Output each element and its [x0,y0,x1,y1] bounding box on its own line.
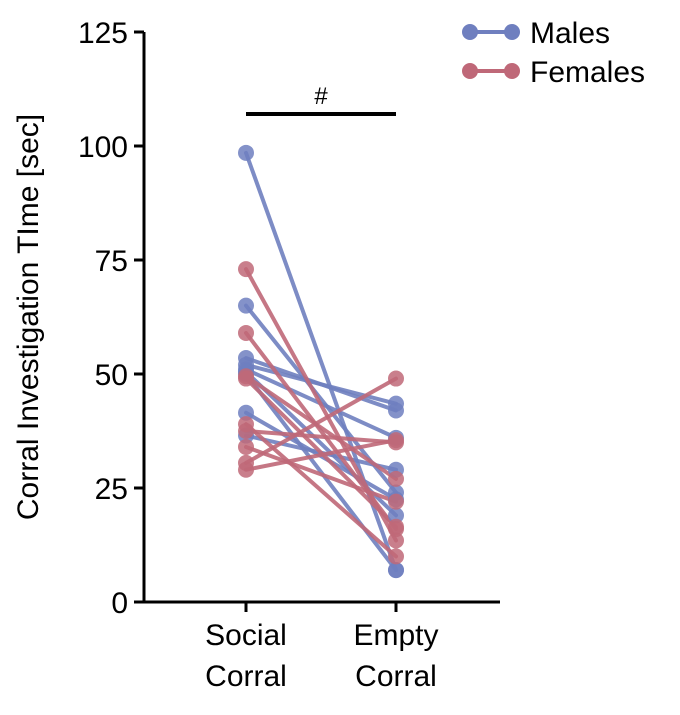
data-point-males [238,297,254,314]
legend-marker-females [504,63,520,79]
significance-marker: # [246,83,396,116]
series-line-males [244,362,398,406]
y-tick-label: 25 [95,473,128,506]
series-line-females [244,376,398,465]
legend-marker-males [462,24,478,40]
x-tick-label: Corral [205,660,287,693]
data-point-females [388,432,404,449]
data-point-males [238,144,254,161]
data-point-females [238,324,254,341]
data-point-females [388,518,404,535]
x-ticks: Social Corral Empty Corral [205,602,439,693]
series-line-females [244,374,398,481]
significance-label: # [314,83,328,110]
data-point-females [388,532,404,549]
y-tick-label: 50 [95,359,128,392]
data-point-females [238,370,254,387]
series-line-females [244,438,398,472]
plot-lines [244,150,398,573]
plot-points [238,144,404,579]
x-tick-label: Social [205,619,287,652]
legend-marker-males [504,24,520,40]
legend-label-females: Females [530,56,645,89]
y-tick-label: 75 [95,245,128,278]
y-axis-title: Corral Investigation TIme [sec] [12,114,45,520]
data-point-males [388,562,404,579]
data-point-males [388,395,404,412]
legend-label-males: Males [530,17,610,50]
data-point-females [388,548,404,565]
x-tick-label: Empty [353,619,438,652]
data-point-females [238,261,254,278]
data-point-females [238,438,254,455]
series-line-females [244,376,398,529]
legend-marker-females [462,63,478,79]
y-tick-label: 125 [78,17,128,50]
legend: Males Females [462,17,645,89]
data-point-females [388,370,404,387]
data-point-females [238,461,254,478]
y-tick-label: 0 [111,587,128,620]
series-line-females [244,429,398,445]
data-point-males [238,404,254,421]
y-ticks: 0 25 50 75 100 125 [78,17,144,620]
data-point-males [388,507,404,524]
x-tick-label: Corral [355,660,437,693]
series-line-females [244,444,398,504]
data-point-females [388,493,404,510]
series-line-males [244,372,398,573]
data-point-females [388,470,404,487]
series-line-females [244,330,398,532]
series-line-females [244,422,398,559]
y-tick-label: 100 [78,131,128,164]
data-point-females [238,423,254,439]
axes: 0 25 50 75 100 125 Social Corral Empty Corral [78,17,500,693]
